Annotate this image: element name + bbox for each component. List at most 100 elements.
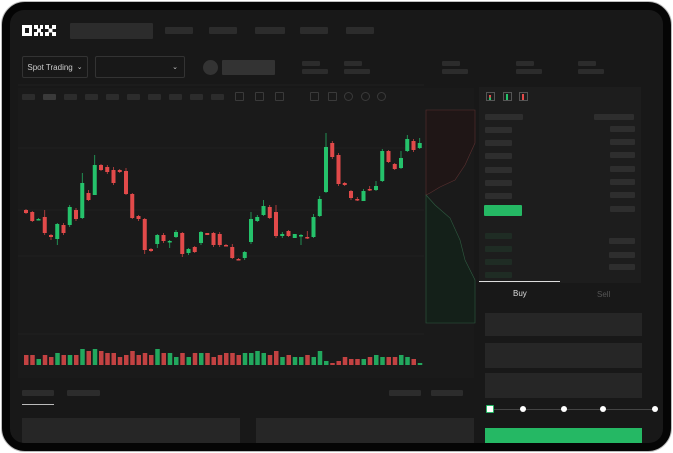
volume-bar bbox=[342, 357, 348, 365]
drawing-tool-icon[interactable] bbox=[344, 92, 353, 101]
slider-stop[interactable] bbox=[520, 406, 526, 412]
search-bar[interactable] bbox=[70, 23, 153, 39]
tab-order-history[interactable] bbox=[67, 390, 100, 396]
slider-stop[interactable] bbox=[652, 406, 658, 412]
nav-item[interactable] bbox=[300, 27, 328, 34]
nav-item[interactable] bbox=[165, 27, 193, 34]
volume-bar bbox=[267, 355, 273, 365]
candle-body bbox=[180, 233, 185, 254]
price-input[interactable] bbox=[485, 313, 642, 336]
candle-body bbox=[130, 194, 135, 218]
ask-size bbox=[610, 179, 635, 185]
candle-body bbox=[111, 170, 116, 183]
candle-body bbox=[86, 193, 91, 200]
ask-size bbox=[610, 166, 635, 172]
timeframe-button[interactable] bbox=[127, 94, 140, 100]
ask-size bbox=[610, 139, 635, 145]
volume-bar bbox=[399, 355, 404, 365]
candle-body bbox=[105, 167, 110, 172]
candle-body bbox=[186, 249, 191, 253]
timeframe-button[interactable] bbox=[148, 94, 161, 100]
volume-bar bbox=[417, 363, 423, 365]
drawing-tool-icon[interactable] bbox=[310, 92, 319, 101]
candlestick-chart[interactable] bbox=[10, 10, 663, 443]
nav-item[interactable] bbox=[209, 27, 237, 34]
timeframe-button[interactable] bbox=[106, 94, 119, 100]
bid-price bbox=[485, 246, 512, 252]
orders-card bbox=[256, 418, 474, 443]
stat bbox=[442, 69, 468, 74]
volume-bar bbox=[36, 359, 41, 365]
candle-body bbox=[411, 141, 416, 150]
volume-bar bbox=[336, 361, 341, 365]
timeframe-button[interactable] bbox=[64, 94, 77, 100]
volume-bar bbox=[117, 357, 123, 365]
slider-stop[interactable] bbox=[600, 406, 606, 412]
volume-bar bbox=[311, 357, 316, 365]
chevron-down-icon: ⌄ bbox=[172, 64, 178, 71]
volume-bar bbox=[286, 355, 291, 365]
buy-submit-button[interactable] bbox=[485, 428, 642, 443]
timeframe-button[interactable] bbox=[211, 94, 224, 100]
drawing-tool-icon[interactable] bbox=[275, 92, 284, 101]
volume-bar bbox=[355, 359, 360, 365]
volume-bar bbox=[255, 351, 260, 365]
volume-bar bbox=[230, 353, 235, 365]
volume-bar bbox=[349, 359, 354, 365]
candle-body bbox=[292, 234, 297, 238]
logo-mark bbox=[22, 25, 56, 36]
stat bbox=[344, 61, 362, 66]
amount-slider-track[interactable] bbox=[490, 409, 655, 410]
total-input[interactable] bbox=[485, 373, 642, 398]
timeframe-button[interactable] bbox=[43, 94, 56, 100]
orderbook-both-icon[interactable] bbox=[486, 92, 495, 101]
chevron-down-icon: ⌄ bbox=[76, 64, 83, 71]
drawing-tool-icon[interactable] bbox=[377, 92, 386, 101]
bid-price bbox=[485, 233, 512, 239]
volume-bar bbox=[174, 357, 179, 365]
drawing-tool-icon[interactable] bbox=[255, 92, 264, 101]
ob-header bbox=[485, 114, 523, 120]
candle-body bbox=[136, 216, 141, 219]
drawing-tool-icon[interactable] bbox=[328, 92, 337, 101]
candle-body bbox=[236, 259, 241, 261]
candle-body bbox=[311, 217, 316, 237]
tab-open-orders[interactable] bbox=[22, 390, 54, 396]
candle-body bbox=[217, 234, 222, 245]
stat bbox=[442, 61, 460, 66]
bid-size bbox=[609, 252, 635, 258]
filter-button[interactable] bbox=[389, 390, 421, 396]
market-type-dropdown[interactable]: Spot Trading ⌄ bbox=[22, 56, 88, 78]
stat bbox=[302, 69, 328, 74]
volume-bar bbox=[374, 355, 379, 365]
candle-body bbox=[192, 247, 197, 252]
orderbook-asks-icon[interactable] bbox=[519, 92, 528, 101]
volume-bar bbox=[411, 359, 416, 365]
volume-bar bbox=[61, 355, 66, 365]
filter-button[interactable] bbox=[431, 390, 463, 396]
orderbook-bids-icon[interactable] bbox=[503, 92, 512, 101]
timeframe-button[interactable] bbox=[169, 94, 182, 100]
drawing-tool-icon[interactable] bbox=[361, 92, 370, 101]
candle-body bbox=[280, 234, 285, 236]
tab-underline bbox=[479, 281, 560, 282]
tab-sell[interactable]: Sell bbox=[597, 290, 611, 299]
volume-bar bbox=[99, 351, 104, 365]
candle-body bbox=[392, 164, 397, 169]
pair-dropdown[interactable]: ⌄ bbox=[95, 56, 185, 78]
nav-item[interactable] bbox=[255, 27, 285, 34]
volume-bar bbox=[142, 353, 148, 365]
ask-price bbox=[485, 167, 512, 173]
amount-input[interactable] bbox=[485, 343, 642, 368]
volume-bar bbox=[155, 349, 160, 365]
slider-stop[interactable] bbox=[561, 406, 567, 412]
drawing-tool-icon[interactable] bbox=[235, 92, 244, 101]
nav-item[interactable] bbox=[346, 27, 374, 34]
timeframe-button[interactable] bbox=[22, 94, 35, 100]
okx-logo[interactable] bbox=[22, 25, 56, 36]
timeframe-button[interactable] bbox=[190, 94, 203, 100]
candle-body bbox=[161, 235, 166, 241]
timeframe-button[interactable] bbox=[85, 94, 98, 100]
slider-handle[interactable] bbox=[486, 405, 494, 413]
tab-buy[interactable]: Buy bbox=[513, 289, 527, 298]
